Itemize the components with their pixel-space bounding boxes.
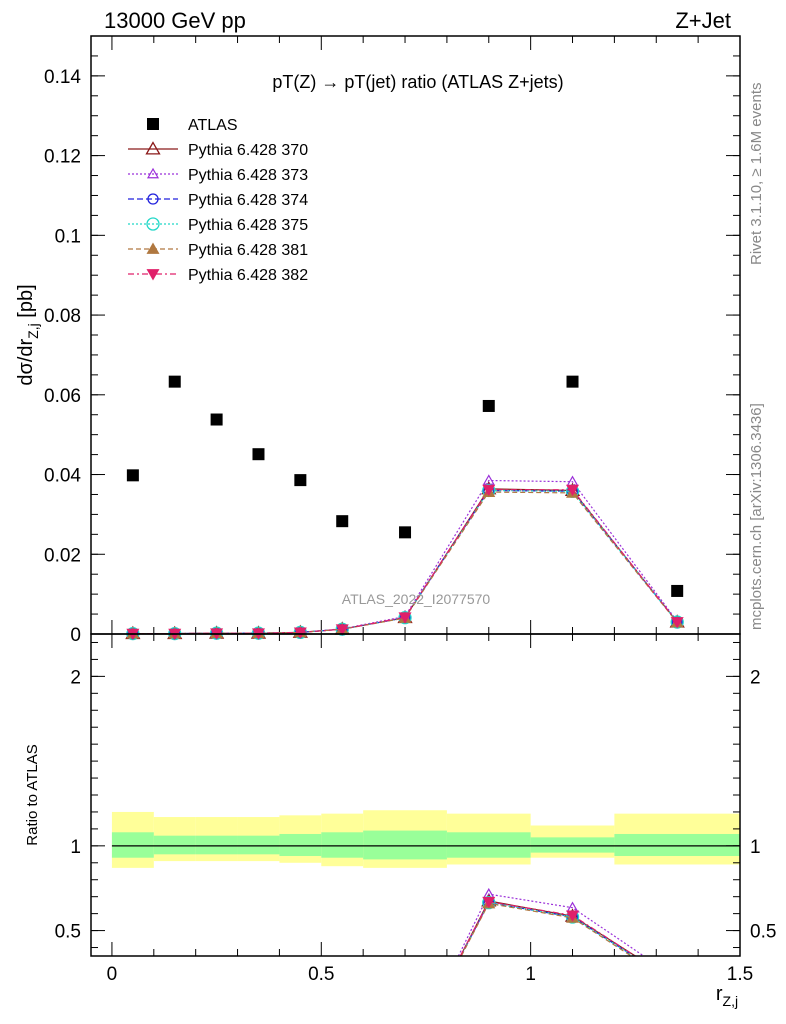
data-point-atlas bbox=[210, 413, 223, 426]
main-y-tick-label: 0.06 bbox=[44, 386, 81, 407]
legend-entry-pythia-6-428-373: Pythia 6.428 373 bbox=[128, 167, 308, 184]
watermark-label: ATLAS_2022_I2077570 bbox=[342, 591, 491, 607]
ratio-line-pythia-6-428-382 bbox=[459, 901, 636, 956]
ratio-plot-frame bbox=[90, 633, 741, 957]
uncertainty-band-inner bbox=[446, 832, 531, 858]
ratio-point-pythia-6-428-382 bbox=[566, 910, 580, 922]
series-line-pythia-6-428-382 bbox=[132, 489, 678, 635]
x-tick-label: 0.5 bbox=[308, 964, 334, 985]
legend-label: Pythia 6.428 375 bbox=[188, 217, 308, 234]
main-plot-title: pT(Z) → pT(jet) ratio (ATLAS Z+jets) bbox=[272, 72, 563, 92]
main-y-tick-label: 0.08 bbox=[44, 306, 81, 327]
ratio-line-pythia-6-428-373 bbox=[457, 893, 645, 956]
legend-entry-pythia-6-428-374: Pythia 6.428 374 bbox=[128, 192, 308, 209]
legend-marker bbox=[146, 167, 160, 179]
x-tick-label: 1 bbox=[525, 964, 536, 985]
data-point-pythia-6-428-382 bbox=[670, 617, 684, 629]
data-point-pythia-6-428-382 bbox=[398, 612, 412, 624]
ratio-y-tick-label-left: 1 bbox=[70, 837, 81, 858]
legend-label: Pythia 6.428 382 bbox=[188, 267, 308, 284]
uncertainty-band-inner bbox=[530, 837, 615, 853]
main-panel: 0 0.02 0.04 0.06 0.08 0.1 0.12 0.14 pT(Z) → pT(… bbox=[15, 35, 741, 646]
series-line-pythia-6-428-381 bbox=[132, 491, 678, 635]
header-left-label: 13000 GeV pp bbox=[104, 8, 246, 33]
legend: ATLAS Pythia 6.428 370 Pythia 6.428 373 Pyt… bbox=[128, 117, 308, 284]
ratio-y-axis-label: Ratio to ATLAS bbox=[24, 744, 41, 845]
data-point-atlas bbox=[336, 515, 349, 528]
ratio-point-pythia-6-428-382 bbox=[482, 896, 496, 909]
uncertainty-band-inner bbox=[237, 835, 280, 855]
ratio-y-tick-label-right: 0.5 bbox=[750, 922, 776, 943]
ratio-y-tick-label-left: 0.5 bbox=[55, 922, 81, 943]
main-y-tick-label: 0.14 bbox=[44, 67, 81, 88]
uncertainty-band-inner bbox=[321, 832, 364, 858]
main-y-tick-label: 0.04 bbox=[44, 466, 81, 487]
data-point-pythia-6-428-382 bbox=[335, 624, 349, 636]
x-axis-label: rZ,j bbox=[716, 983, 738, 1009]
data-point-pythia-6-428-382 bbox=[566, 484, 580, 497]
data-point-atlas bbox=[566, 375, 579, 388]
data-point-pythia-6-428-382 bbox=[293, 627, 307, 639]
ratio-point-pythia-6-428-375 bbox=[482, 895, 496, 910]
ratio-line-pythia-6-428-374 bbox=[460, 901, 634, 956]
legend-marker bbox=[147, 118, 159, 130]
uncertainty-band-inner bbox=[153, 835, 196, 855]
data-point-pythia-6-428-382 bbox=[482, 484, 496, 497]
main-y-axis-label: dσ/drZ,j [pb] bbox=[15, 284, 41, 385]
rivet-version-label: Rivet 3.1.10, ≥ 1.6M events bbox=[748, 83, 765, 266]
x-tick-label: 1.5 bbox=[727, 964, 753, 985]
x-tick-label: 0 bbox=[107, 964, 118, 985]
ratio-plot-content: 0.5 0.5 1 1 2 2 0 0.5 1 1.5 bbox=[55, 634, 776, 985]
legend-label: ATLAS bbox=[188, 117, 238, 134]
data-point-atlas bbox=[294, 474, 307, 487]
legend-entry-pythia-6-428-382: Pythia 6.428 382 bbox=[128, 267, 308, 284]
data-point-atlas bbox=[168, 375, 181, 388]
series-atlas bbox=[126, 375, 684, 597]
legend-label: Pythia 6.428 373 bbox=[188, 167, 308, 184]
legend-entry-atlas: ATLAS bbox=[147, 117, 238, 134]
legend-entry-pythia-6-428-381: Pythia 6.428 381 bbox=[128, 242, 308, 259]
main-y-tick-label: 0 bbox=[70, 625, 81, 646]
legend-marker bbox=[146, 217, 160, 231]
mcplots-label: mcplots.cern.ch [arXiv:1306.3436] bbox=[748, 403, 765, 630]
data-point-atlas bbox=[671, 584, 684, 597]
uncertainty-band-inner bbox=[363, 830, 447, 860]
legend-entry-pythia-6-428-375: Pythia 6.428 375 bbox=[128, 217, 308, 234]
legend-marker bbox=[147, 193, 159, 205]
uncertainty-band-inner bbox=[195, 835, 238, 855]
data-point-atlas bbox=[252, 448, 265, 461]
uncertainty-band-inner bbox=[614, 833, 740, 857]
main-y-tick-label: 0.1 bbox=[55, 226, 81, 247]
ratio-y-tick-label-left: 2 bbox=[70, 667, 81, 688]
data-point-atlas bbox=[399, 526, 412, 539]
legend-marker bbox=[146, 242, 160, 254]
ratio-y-tick-label-right: 1 bbox=[750, 837, 761, 858]
legend-label: Pythia 6.428 374 bbox=[188, 192, 308, 209]
ratio-y-tick-label-right: 2 bbox=[750, 667, 761, 688]
data-point-atlas bbox=[482, 399, 495, 412]
ratio-line-pythia-6-428-375 bbox=[460, 901, 634, 956]
legend-marker bbox=[146, 269, 160, 281]
legend-marker bbox=[145, 141, 161, 155]
data-point-atlas bbox=[126, 469, 139, 482]
main-plot-content: 0 0.02 0.04 0.06 0.08 0.1 0.12 0.14 bbox=[44, 35, 741, 646]
series-pythia-6-428-382 bbox=[126, 484, 684, 641]
ratio-line-pythia-6-428-381 bbox=[460, 902, 632, 956]
legend-label: Pythia 6.428 381 bbox=[188, 242, 308, 259]
ratio-panel: 0.5 0.5 1 1 2 2 0 0.5 1 1.5 Ratio to ATLAS rZ,j bbox=[24, 633, 776, 1009]
ratio-series-pythia-6-428-382 bbox=[459, 896, 636, 956]
uncertainty-band-inner bbox=[111, 832, 154, 858]
uncertainty-band-inner bbox=[279, 833, 322, 857]
main-y-tick-label: 0.02 bbox=[44, 545, 81, 566]
header-right-label: Z+Jet bbox=[675, 8, 731, 33]
legend-label: Pythia 6.428 370 bbox=[188, 142, 308, 159]
main-y-tick-label: 0.12 bbox=[44, 147, 81, 168]
ratio-line-pythia-6-428-370 bbox=[459, 900, 636, 956]
legend-entry-pythia-6-428-370: Pythia 6.428 370 bbox=[128, 141, 308, 159]
